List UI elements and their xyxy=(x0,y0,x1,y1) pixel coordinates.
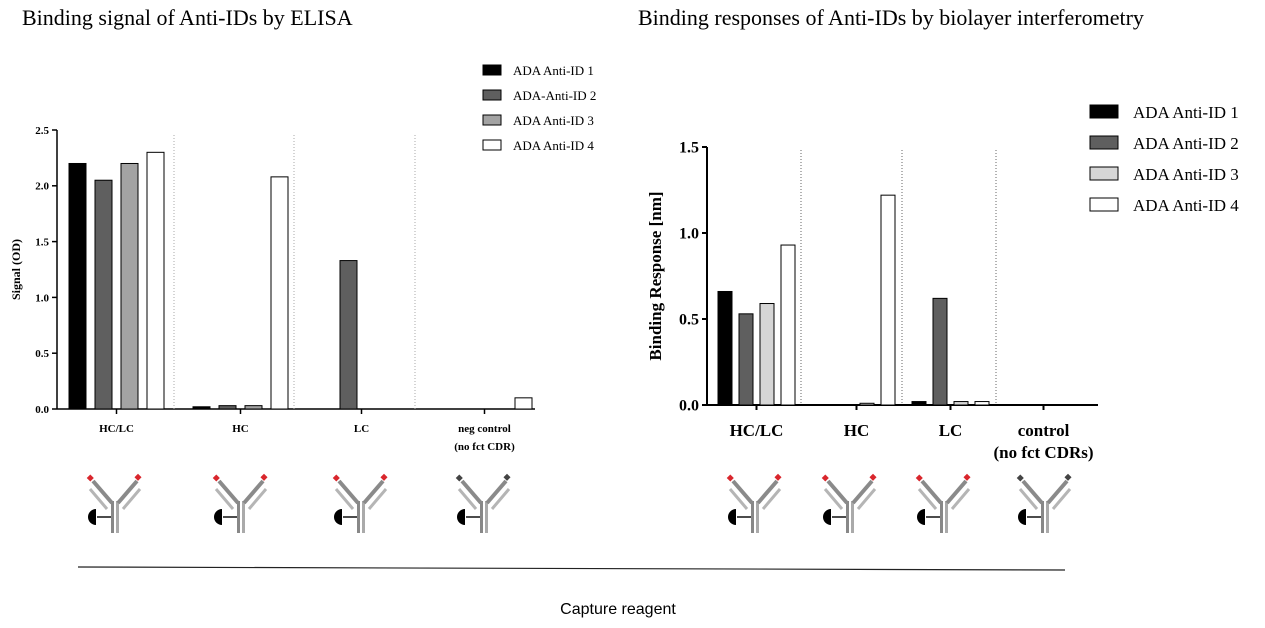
bar xyxy=(218,405,237,410)
legend-swatch xyxy=(482,114,502,126)
y-tick-label: 1.0 xyxy=(35,292,49,304)
x-tick-label: LC xyxy=(354,423,369,435)
bar xyxy=(759,303,775,406)
bar xyxy=(738,313,754,406)
antibody-icon xyxy=(332,473,388,533)
legend-label: ADA Anti-ID 1 xyxy=(513,63,594,78)
y-tick-label: 0.0 xyxy=(679,398,699,415)
bar xyxy=(880,194,896,406)
legend-swatch xyxy=(1089,135,1119,150)
y-tick-label: 2.5 xyxy=(35,125,49,137)
x-tick-label: HC xyxy=(844,421,870,440)
x-tick-label: control xyxy=(1018,421,1070,440)
antibody-icon xyxy=(915,473,971,533)
antibody-icon xyxy=(212,473,268,533)
bar xyxy=(339,260,358,410)
legend-swatch xyxy=(1089,166,1119,181)
bar xyxy=(68,162,87,410)
y-tick-label: 1.5 xyxy=(35,236,49,248)
antibody-icon xyxy=(726,473,782,533)
y-tick-label: 2.0 xyxy=(35,181,49,193)
y-axis-label: Binding Response [nm] xyxy=(646,191,665,360)
y-tick-label: 1.0 xyxy=(679,226,699,243)
x-tick-label: HC/LC xyxy=(730,421,784,440)
bar xyxy=(120,162,139,410)
capture-reagent-label: Capture reagent xyxy=(560,601,676,618)
legend-swatch xyxy=(1089,104,1119,119)
x-tick-label-line2: (no fct CDR) xyxy=(454,441,515,453)
legend-label: ADA Anti-ID 3 xyxy=(1133,165,1239,184)
bar xyxy=(911,401,927,406)
legend-label: ADA Anti-ID 4 xyxy=(513,138,594,153)
y-tick-label: 1.5 xyxy=(679,140,699,157)
y-tick-label: 0.5 xyxy=(35,348,49,360)
legend-label: ADA Anti-ID 1 xyxy=(1133,103,1239,122)
legend-label: ADA Anti-ID 2 xyxy=(1133,134,1239,153)
x-tick-label: HC/LC xyxy=(99,423,134,435)
bar xyxy=(94,179,113,410)
bar xyxy=(974,401,990,406)
y-tick-label: 0.5 xyxy=(679,312,699,329)
legend-swatch xyxy=(482,64,502,76)
bar xyxy=(244,405,263,410)
x-tick-label: LC xyxy=(939,421,963,440)
y-tick-label: 0.0 xyxy=(35,404,49,416)
bar xyxy=(270,176,289,410)
bar xyxy=(859,402,875,406)
elisa-chart: 0.0 0.5 1.0 1.5 2.0 2.5 Signal (OD) HC/LC HC LC ne… xyxy=(9,63,596,533)
legend-label: ADA-Anti-ID 2 xyxy=(513,88,596,103)
bar xyxy=(146,151,165,410)
legend-swatch xyxy=(482,139,502,151)
bli-chart: 0.0 0.5 1.0 1.5 Binding Response [nm] HC/LC HC… xyxy=(646,103,1239,533)
chart-1-title: Binding signal of Anti-IDs by ELISA xyxy=(22,5,353,30)
y-axis-label: Signal (OD) xyxy=(9,239,23,300)
bar xyxy=(514,397,533,410)
capture-reagent-line xyxy=(77,566,1066,571)
bar xyxy=(192,406,211,410)
legend-swatch xyxy=(482,89,502,101)
bar xyxy=(953,401,969,406)
bar xyxy=(780,244,796,406)
x-tick-label: neg control xyxy=(458,423,511,435)
x-tick-label: HC xyxy=(232,423,249,435)
antibody-icon xyxy=(821,473,877,533)
legend-swatch xyxy=(1089,197,1119,212)
antibody-icon xyxy=(455,473,511,533)
bar xyxy=(932,297,948,406)
x-tick-label-line2: (no fct CDRs) xyxy=(993,443,1093,462)
bar xyxy=(717,290,733,406)
chart-2-title: Binding responses of Anti-IDs by biolaye… xyxy=(638,5,1144,30)
legend-label: ADA Anti-ID 4 xyxy=(1133,196,1239,215)
antibody-icon xyxy=(86,473,142,533)
legend-label: ADA Anti-ID 3 xyxy=(513,113,594,128)
antibody-icon xyxy=(1016,473,1072,533)
